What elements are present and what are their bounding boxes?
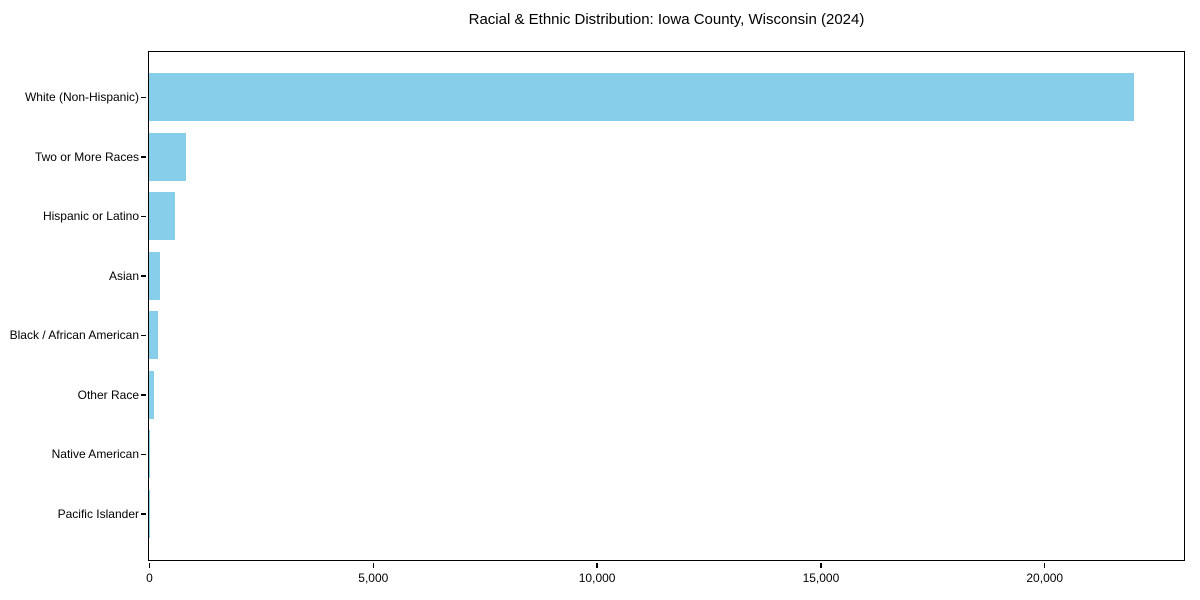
category-label: Two or More Races [34,149,139,164]
x-tick-mark [596,562,598,568]
x-tick-mark [148,562,151,568]
x-axis: 0 5,000 10,000 15,000 20,000 [146,562,1184,595]
bar [149,132,186,181]
x-tick-mark [820,562,822,568]
y-tick-mark [140,334,146,336]
bar-row: Native American [52,425,1183,485]
bar [149,370,155,419]
bar [149,192,175,241]
x-tick-label: 20,000 [1026,570,1064,585]
x-tick-mark [372,562,375,568]
y-tick-mark [140,96,146,98]
x-tick-label: 15,000 [802,570,840,585]
bar [149,311,159,360]
bar [149,251,160,300]
bar-row: Pacific Islander [58,484,1183,544]
y-tick-mark [140,394,146,396]
bar [149,430,151,479]
plot-area: White (Non-Hispanic) Two or More Races His… [10,51,1185,561]
category-label: Native American [51,447,139,462]
y-tick-mark [140,275,146,277]
category-label: Asian [108,268,139,283]
bar-row: Asian [109,246,1183,306]
x-tick-label: 0 [146,570,153,585]
bar-row: Hispanic or Latino [43,187,1183,247]
chart-title: Racial & Ethnic Distribution: Iowa Count… [468,11,865,28]
category-label: Pacific Islander [57,506,139,521]
x-tick-label: 5,000 [358,570,389,585]
category-label: Other Race [77,387,139,402]
bar [149,73,1134,122]
x-tick-label: 10,000 [578,570,616,585]
bar-rows: White (Non-Hispanic) Two or More Races His… [10,52,1183,559]
category-label: Hispanic or Latino [42,209,139,224]
bar-row: Other Race [78,365,1183,425]
y-tick-mark [140,215,146,217]
bar-row: Black / African American [10,306,1183,366]
category-label: Black / African American [9,328,139,343]
y-tick-mark [140,453,146,455]
y-tick-mark [140,156,146,158]
bar-row: White (Non-Hispanic) [25,68,1183,128]
category-label: White (Non-Hispanic) [24,90,139,105]
bar-row: Two or More Races [35,127,1183,187]
x-tick-mark [1043,562,1046,568]
y-tick-mark [140,513,146,515]
